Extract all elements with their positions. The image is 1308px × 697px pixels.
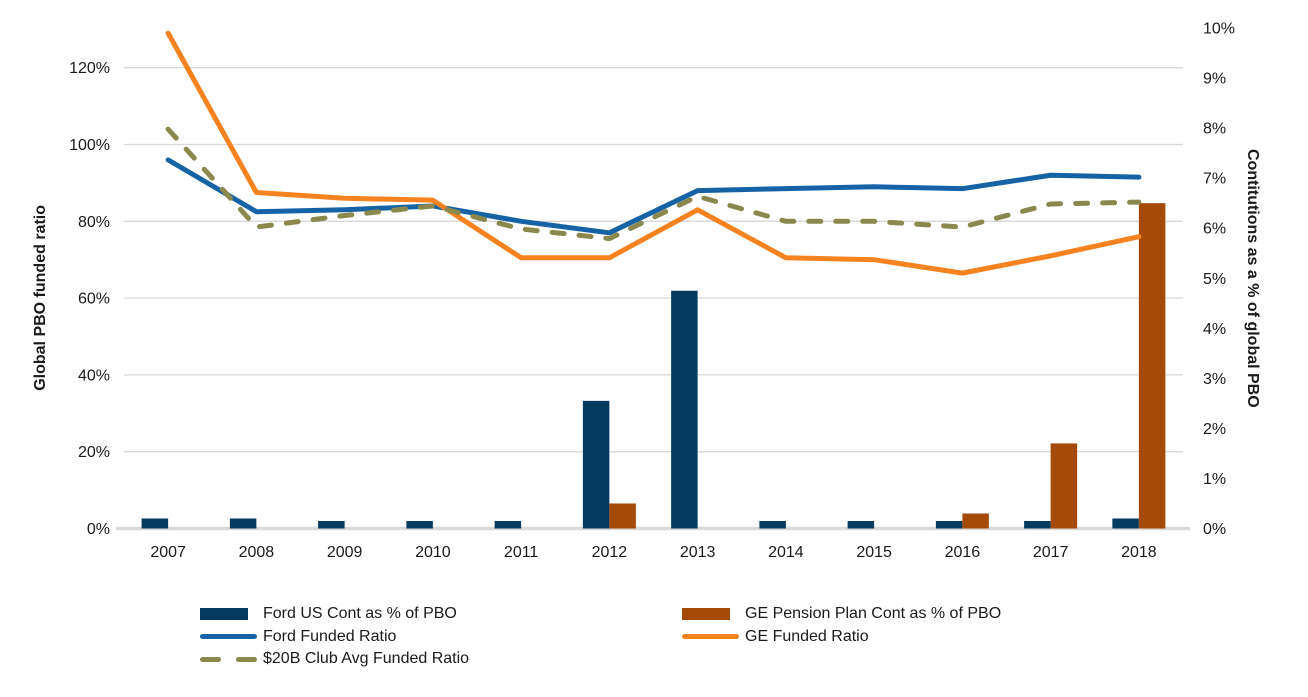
svg-text:2011: 2011	[504, 544, 539, 561]
legend-item-ford-funded: Ford Funded Ratio	[200, 626, 469, 649]
series-ford-funded-ratio	[165, 157, 1142, 236]
svg-text:1%: 1%	[1203, 471, 1226, 488]
legend-item-ford-cont: Ford US Cont as % of PBO	[200, 603, 469, 626]
left-axis-title-text: Global PBO funded ratio	[32, 205, 49, 391]
svg-text:2012: 2012	[592, 544, 628, 561]
svg-text:2013: 2013	[680, 544, 716, 561]
svg-text:2008: 2008	[239, 544, 275, 561]
legend-item-ge-funded: GE Funded Ratio	[682, 626, 1001, 649]
svg-text:120%: 120%	[69, 60, 110, 77]
legend-label: Ford Funded Ratio	[263, 627, 397, 645]
legend-item-club-avg: $20B Club Avg Funded Ratio	[200, 648, 469, 671]
legend-item-ge-cont: GE Pension Plan Cont as % of PBO	[682, 603, 1001, 626]
svg-text:2010: 2010	[415, 544, 451, 561]
svg-text:3%: 3%	[1203, 371, 1226, 388]
bar-2010	[406, 520, 433, 529]
svg-text:80%: 80%	[78, 214, 110, 231]
bar-2009	[318, 520, 345, 529]
club-avg-dashed-swatch-icon	[200, 656, 257, 662]
left-axis-title: Global PBO funded ratio	[28, 67, 54, 529]
bar-2015	[847, 520, 875, 529]
svg-text:2014: 2014	[768, 544, 804, 561]
bar-2016	[935, 520, 963, 529]
series-ford-us-cont-as-of-pbo	[141, 290, 1139, 529]
ford-funded-line-swatch-icon	[200, 634, 257, 640]
legend-label: Ford US Cont as % of PBO	[263, 605, 457, 623]
svg-text:6%: 6%	[1203, 221, 1226, 238]
svg-text:2015: 2015	[856, 544, 892, 561]
legend-column-left: Ford US Cont as % of PBO Ford Funded Rat…	[200, 603, 469, 671]
left-axis-tick-labels: 0% 20% 40% 60% 80% 100% 120%	[69, 60, 110, 538]
legend-label: GE Funded Ratio	[745, 627, 869, 645]
svg-text:60%: 60%	[78, 291, 110, 308]
bar-2017	[1050, 443, 1078, 529]
bar-2012	[582, 400, 610, 529]
bar-2011	[494, 520, 522, 529]
ge-cont-bar-swatch-icon	[682, 608, 739, 621]
series-20b-club-avg-funded-ratio	[165, 126, 1142, 242]
bar-2016	[962, 513, 989, 529]
svg-text:7%: 7%	[1203, 171, 1226, 188]
ge-funded-line-swatch-icon	[682, 634, 739, 640]
svg-text:2017: 2017	[1033, 544, 1069, 561]
legend: Ford US Cont as % of PBO Ford Funded Rat…	[0, 603, 1308, 675]
legend-label: $20B Club Avg Funded Ratio	[263, 650, 470, 668]
svg-text:2018: 2018	[1121, 544, 1157, 561]
bar-2007	[141, 518, 169, 529]
bar-2008	[229, 518, 257, 529]
svg-text:0%: 0%	[87, 521, 110, 538]
bar-2013	[671, 290, 698, 529]
right-axis-tick-labels: 0% 1% 2% 3% 4% 5% 6% 7% 8% 9% 10%	[1203, 21, 1235, 539]
right-axis-title: Contitutions as a % of global PBO	[1238, 27, 1266, 529]
legend-label: GE Pension Plan Cont as % of PBO	[745, 605, 1002, 623]
bar-2017	[1024, 520, 1051, 529]
svg-text:20%: 20%	[78, 444, 110, 461]
svg-text:2009: 2009	[327, 544, 363, 561]
svg-text:10%: 10%	[1203, 21, 1235, 38]
series-ge-pension-plan-cont-as-of-pbo	[609, 203, 1166, 529]
svg-text:4%: 4%	[1203, 321, 1226, 338]
svg-text:2%: 2%	[1203, 421, 1226, 438]
svg-text:2007: 2007	[150, 544, 186, 561]
legend-column-right: GE Pension Plan Cont as % of PBO GE Fund…	[682, 603, 1001, 648]
bar-2018	[1138, 203, 1166, 529]
bar-2014	[759, 520, 786, 529]
svg-text:8%: 8%	[1203, 121, 1226, 138]
svg-text:40%: 40%	[78, 367, 110, 384]
svg-text:5%: 5%	[1203, 271, 1226, 288]
bar-2012	[609, 503, 636, 529]
x-axis-category-labels: 2007 2008 2009 2010 2011 2012 2013 2014 2015 2016…	[150, 544, 1156, 561]
svg-text:9%: 9%	[1203, 71, 1226, 88]
ford-cont-bar-swatch-icon	[200, 608, 257, 621]
svg-text:0%: 0%	[1203, 521, 1226, 538]
bar-2018	[1112, 518, 1139, 529]
svg-text:100%: 100%	[69, 137, 110, 154]
svg-text:2016: 2016	[945, 544, 981, 561]
right-axis-title-text: Contitutions as a % of global PBO	[1244, 148, 1261, 408]
series-ge-funded-ratio	[165, 30, 1142, 276]
